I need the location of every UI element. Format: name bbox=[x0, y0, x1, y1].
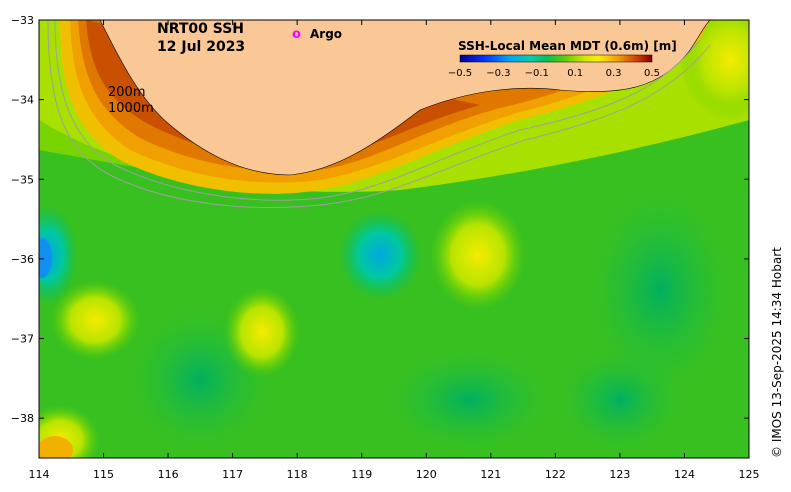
lon-tick-label: 117 bbox=[222, 468, 243, 481]
colorbar-tick-label: −0.3 bbox=[486, 68, 510, 79]
lat-tick-label: −34 bbox=[11, 94, 34, 107]
lon-tick-label: 116 bbox=[158, 468, 179, 481]
lon-tick-label: 122 bbox=[545, 468, 566, 481]
colorbar-tick-label: 0.5 bbox=[644, 68, 660, 79]
lon-tick-label: 115 bbox=[93, 468, 114, 481]
longitude-axis: 114 115 116 117 118 119 120 121 122 123 124 125 bbox=[29, 20, 760, 481]
colorbar-ticks: −0.5 −0.3 −0.1 0.1 0.3 0.5 bbox=[448, 68, 660, 79]
colorbar-tick-label: −0.5 bbox=[448, 68, 472, 79]
lon-tick-label: 124 bbox=[674, 468, 695, 481]
credit-text: © IMOS 13-Sep-2025 14:34 Hobart bbox=[770, 247, 784, 458]
lon-tick-label: 121 bbox=[480, 468, 501, 481]
lat-tick-label: −35 bbox=[11, 173, 34, 186]
lon-tick-label: 120 bbox=[416, 468, 437, 481]
argo-label: Argo bbox=[310, 27, 342, 41]
lon-tick-label: 114 bbox=[29, 468, 50, 481]
colorbar-title: SSH-Local Mean MDT (0.6m) [m] bbox=[458, 39, 677, 53]
plot-frame bbox=[38, 19, 750, 459]
isobath-label-200: 200m bbox=[108, 85, 145, 100]
lat-tick-label: −38 bbox=[11, 412, 34, 425]
lon-tick-label: 125 bbox=[739, 468, 760, 481]
lat-tick-label: −37 bbox=[11, 333, 34, 346]
isobath-label-1000: 1000m bbox=[108, 101, 154, 116]
latitude-axis: −33 −34 −35 −36 −37 −38 bbox=[11, 14, 749, 425]
lon-tick-label: 118 bbox=[287, 468, 308, 481]
colorbar-tick-label: 0.3 bbox=[606, 68, 622, 79]
argo-marker-icon: o bbox=[292, 27, 301, 42]
colorbar-tick-label: −0.1 bbox=[525, 68, 549, 79]
map-title: NRT00 SSH bbox=[157, 21, 244, 37]
lon-tick-label: 123 bbox=[609, 468, 630, 481]
lat-tick-label: −36 bbox=[11, 253, 34, 266]
colorbar bbox=[459, 54, 653, 63]
colorbar-tick-label: 0.1 bbox=[567, 68, 583, 79]
map-date: 12 Jul 2023 bbox=[157, 39, 245, 55]
lat-tick-label: −33 bbox=[11, 14, 34, 27]
lon-tick-label: 119 bbox=[351, 468, 372, 481]
ssh-field: 200m 1000m bbox=[39, 20, 749, 458]
